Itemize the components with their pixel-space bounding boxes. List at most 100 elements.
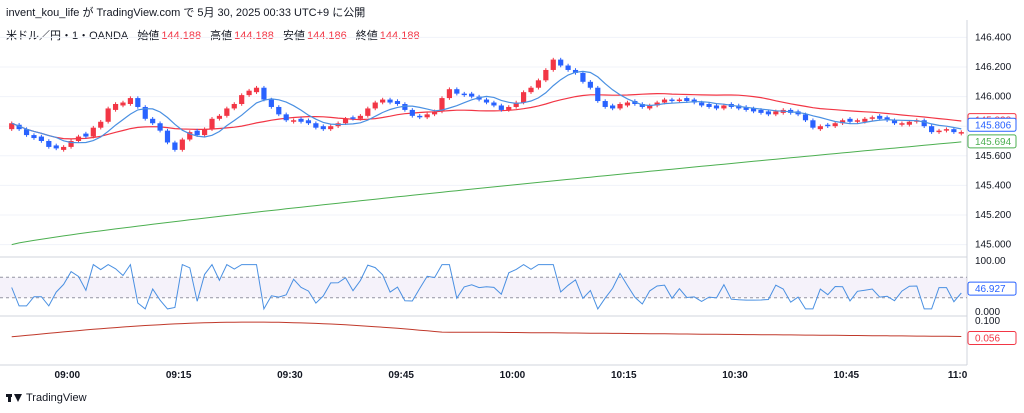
time-tick-label: 10:30 (722, 370, 748, 381)
price-tick-label: 145.600 (975, 151, 1012, 162)
candle-body (884, 117, 890, 121)
candle-body (135, 98, 141, 107)
candle-body (209, 118, 215, 130)
candle-body (298, 118, 304, 122)
price-badge-label: 145.694 (975, 137, 1012, 148)
candle-body (491, 102, 497, 106)
price-axis[interactable]: 146.400146.200146.000145.800145.600145.4… (967, 32, 1017, 345)
candle-body (261, 87, 267, 100)
time-tick-label: 09:30 (277, 370, 303, 381)
candle-body (706, 104, 712, 107)
candle-body (313, 123, 319, 128)
candle-body (610, 105, 616, 109)
candle-body (357, 115, 363, 119)
candle-body (661, 99, 668, 103)
candle-body (921, 120, 927, 127)
candle-body (647, 105, 653, 109)
candle-body (424, 114, 430, 118)
candle-body (31, 135, 37, 139)
candle-body (380, 99, 386, 103)
ma-fast-line (11, 70, 962, 144)
candle-body (172, 142, 178, 150)
candle-body (342, 118, 349, 124)
close-value: 144.188 (379, 30, 420, 42)
candle-body (602, 101, 608, 107)
candle-body (253, 87, 260, 93)
candle-body (417, 115, 423, 118)
candle-body (802, 114, 809, 121)
publish-header: invent_kou_life が TradingView.com で 5月 3… (6, 7, 366, 19)
ma-long-line (11, 141, 962, 246)
candle-body (83, 133, 89, 137)
candle-body (832, 123, 838, 127)
candle-body (565, 65, 571, 70)
price-tick-label: 146.400 (975, 32, 1012, 43)
time-axis[interactable]: 09:00 09:15 09:30 09:45 10:00 10:15 10:30 10:45… (55, 370, 968, 381)
candle-body (765, 111, 772, 115)
candle-body (773, 111, 779, 115)
high-label: 高値 (210, 30, 233, 42)
candle-body (16, 124, 22, 130)
candle-body (713, 105, 720, 109)
candle-body (75, 136, 82, 141)
candle-body (231, 104, 237, 109)
candle-body (758, 109, 764, 113)
candle-body (743, 106, 749, 110)
candle-body (810, 120, 816, 128)
candle-body (891, 120, 898, 124)
candle-body (142, 106, 148, 119)
candle-body (38, 136, 44, 141)
rsi-tick-label: 100.00 (975, 256, 1006, 267)
candle-body (150, 118, 156, 124)
candles (9, 57, 964, 152)
candle-body (877, 115, 883, 119)
ma-fast-path (11, 70, 962, 144)
candle-body (394, 101, 401, 104)
candle-body (179, 139, 185, 150)
candle-body (431, 111, 438, 115)
candle-body (676, 99, 682, 102)
low-label: 安値 (282, 30, 305, 42)
price-badge (967, 117, 1017, 132)
time-tick-label: 10:15 (611, 370, 637, 381)
open-label: 始値 (137, 30, 160, 42)
candle-body (201, 129, 208, 136)
candle-body (699, 102, 705, 106)
candle-body (543, 69, 549, 81)
candle-body (320, 126, 326, 130)
candle-body (580, 72, 586, 82)
candle-body (535, 80, 542, 88)
candle-body (558, 59, 564, 66)
candle-body (276, 106, 282, 115)
symbol-label[interactable]: 米ドル／円・1・OANDA (6, 30, 129, 42)
time-tick-label: 09:45 (388, 370, 414, 381)
candle-body (595, 87, 601, 102)
candle-body (127, 98, 134, 104)
candle-body (587, 81, 593, 88)
candle-body (268, 99, 274, 107)
candle-body (929, 126, 935, 133)
candle-body (283, 114, 289, 121)
ma-long-path (11, 141, 962, 246)
candle-body (120, 102, 126, 106)
high-value: 144.188 (234, 30, 274, 42)
candle-body (825, 124, 831, 127)
candle-body (958, 132, 964, 134)
candle-body (936, 130, 942, 133)
tradingview-logo-icon (6, 393, 22, 403)
lower-tick-label: 0.100 (975, 316, 1000, 327)
candle-body (817, 126, 823, 130)
time-tick-label: 09:15 (166, 370, 192, 381)
candle-body (669, 99, 675, 102)
price-tick-label: 146.000 (975, 92, 1012, 103)
candle-body (157, 123, 163, 131)
candle-body (216, 115, 223, 119)
candle-body (550, 59, 556, 70)
candle-body (46, 141, 52, 147)
candle-body (328, 126, 334, 130)
candle-body (446, 89, 453, 99)
rsi-tick-label: 0.000 (975, 307, 1000, 318)
candle-body (112, 104, 119, 110)
price-badge (967, 134, 1017, 149)
